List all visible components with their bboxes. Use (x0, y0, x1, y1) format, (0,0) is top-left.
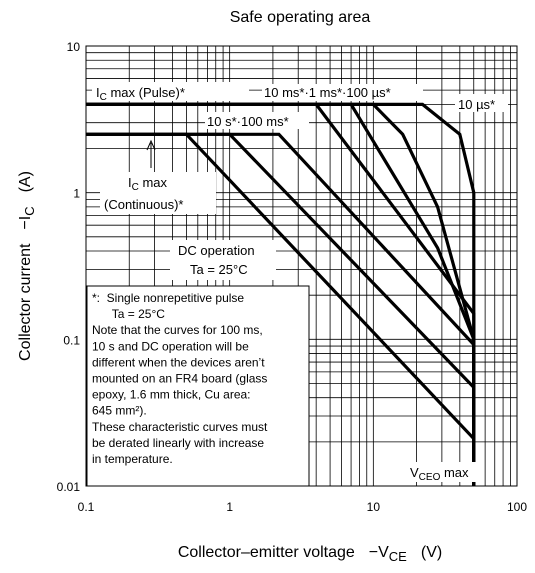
x-axis-sub: CE (389, 549, 407, 564)
x-tick-label: 100 (507, 500, 527, 514)
y-axis-sub: C (22, 206, 37, 215)
annotation-10ms-1ms-100us: 10 ms*·1 ms*·100 µs* (262, 84, 423, 101)
annotation-vceo: VCEO max (406, 462, 482, 483)
svg-text:VCEO max: VCEO max (410, 465, 469, 483)
y-tick-label: 1 (73, 187, 80, 201)
note-line: mounted on an FR4 board (glass (92, 372, 267, 386)
note-line: 645 mm²). (92, 404, 147, 418)
chart-title: Safe operating area (230, 9, 371, 26)
note-line: in temperature. (92, 452, 173, 466)
x-axis-unit: (V) (421, 544, 442, 561)
label-10us: 10 µs* (458, 97, 495, 112)
ic-cont-rest: max (139, 175, 168, 190)
annotation-10us: 10 µs* (455, 94, 508, 112)
vceo-rest: max (440, 465, 469, 480)
x-axis-symbol: −V (369, 544, 389, 561)
ic-cont-main: I (128, 175, 132, 190)
ic-cont-line2: (Continuous)* (104, 197, 184, 212)
y-axis-label-text: Collector current (17, 243, 34, 361)
annotation-ic-pulse: IC max (Pulse)* (92, 82, 249, 103)
ic-pulse-main: I (96, 85, 100, 100)
note-lines: *: Single nonrepetitive pulse Ta = 25°C N… (92, 291, 268, 466)
x-tick-label: 0.1 (78, 500, 95, 514)
y-axis-label: Collector current −IC (A) (17, 171, 37, 361)
ic-cont-sub: C (132, 182, 139, 193)
dc-line1: DC operation (178, 243, 255, 258)
note-line: Note that the curves for 100 ms, (92, 323, 263, 337)
annotation-dc-operation: DC operation Ta = 25°C (170, 240, 276, 280)
note-line: be derated linearly with increase (92, 436, 264, 450)
y-tick-label: 10 (67, 40, 81, 54)
vceo-sub: CEO (419, 472, 441, 483)
svg-text:IC max (Pulse)*: IC max (Pulse)* (96, 85, 185, 103)
tick-labels: 0.1 1 10 100 10 1 0.1 0.01 (57, 40, 528, 514)
ic-pulse-rest: max (Pulse)* (107, 85, 185, 100)
y-tick-label: 0.1 (63, 333, 80, 347)
x-tick-label: 1 (226, 500, 233, 514)
note-line: *: Single nonrepetitive pulse (92, 291, 244, 305)
label-10s-100ms: 10 s*·100 ms* (207, 114, 289, 129)
note-line: epoxy, 1.6 mm thick, Cu area: (92, 388, 251, 402)
note-line: 10 s and DC operation will be (92, 339, 249, 353)
x-tick-label: 10 (367, 500, 381, 514)
x-axis-label: Collector–emitter voltage −VCE (V) (178, 544, 442, 564)
y-tick-label: 0.01 (57, 480, 81, 494)
note-line: Ta = 25°C (92, 307, 165, 321)
y-axis-unit: (A) (17, 171, 34, 192)
x-axis-label-text: Collector–emitter voltage (178, 544, 355, 561)
note-line: These characteristic curves must (92, 420, 268, 434)
dc-line2: Ta = 25°C (190, 262, 248, 277)
vceo-main: V (410, 465, 419, 480)
ic-pulse-sub: C (100, 92, 107, 103)
note-line: different when the devices aren’t (92, 355, 265, 369)
annotation-ic-continuous: IC max (Continuous)* (100, 139, 216, 214)
y-axis-symbol: −I (17, 216, 34, 230)
soa-curves (86, 102, 476, 486)
annotation-10s-100ms: 10 s*·100 ms* (205, 112, 309, 129)
note-box: *: Single nonrepetitive pulse Ta = 25°C N… (86, 285, 310, 487)
label-10ms-1ms-100us: 10 ms*·1 ms*·100 µs* (264, 85, 391, 100)
svg-text:IC max: IC max (128, 175, 168, 193)
